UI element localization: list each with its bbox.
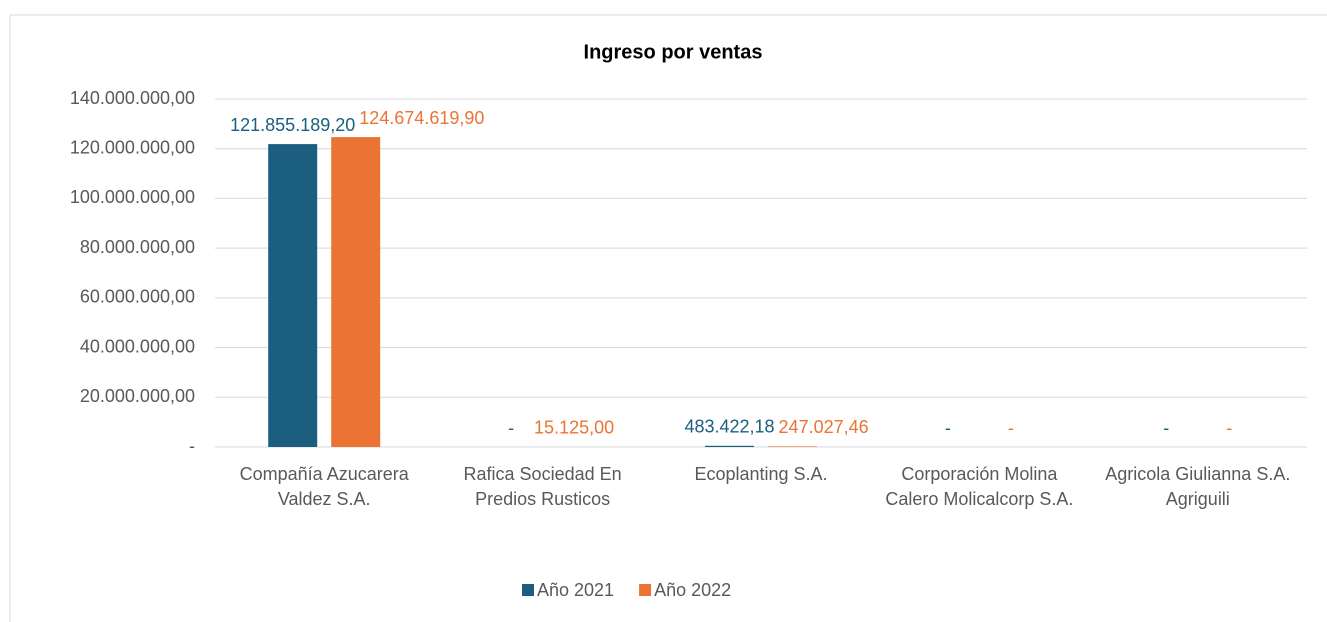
y-tick-label: 20.000.000,00 <box>80 386 195 406</box>
bar <box>768 446 817 447</box>
data-label: - <box>508 418 514 438</box>
data-label: 15.125,00 <box>534 418 614 438</box>
data-label: 124.674.619,90 <box>359 108 484 128</box>
x-tick-label: Ecoplanting S.A. <box>694 464 828 484</box>
data-label: 247.027,46 <box>779 417 869 437</box>
bar <box>331 137 381 447</box>
y-tick-label: - <box>189 436 195 456</box>
bar <box>268 144 318 447</box>
legend-label: Año 2022 <box>654 580 731 600</box>
legend-swatch <box>639 584 652 596</box>
y-tick-label: 140.000.000,00 <box>70 88 195 108</box>
y-tick-label: 120.000.000,00 <box>70 137 195 157</box>
chart-title: Ingreso por ventas <box>584 41 763 63</box>
x-tick-label: Corporación Molina Calero Molicalcorp S.… <box>885 464 1074 509</box>
data-label: 483.422,18 <box>684 417 774 437</box>
y-tick-label: 60.000.000,00 <box>80 287 195 307</box>
data-label: - <box>1008 418 1014 438</box>
y-tick-label: 80.000.000,00 <box>80 237 195 257</box>
bar <box>705 445 754 447</box>
legend-label: Año 2021 <box>537 580 614 600</box>
data-label: - <box>1163 418 1169 438</box>
x-tick-label: Compañía Azucarera Valdez S.A. <box>239 464 409 509</box>
legend-swatch <box>522 584 534 596</box>
y-tick-label: 40.000.000,00 <box>80 336 195 356</box>
x-tick-label: Agricola Giulianna S.A. Agriguili <box>1105 464 1291 509</box>
data-label: - <box>1226 418 1232 438</box>
x-tick-label: Rafica Sociedad En Predios Rusticos <box>463 464 622 509</box>
data-label: - <box>945 418 951 438</box>
y-tick-label: 100.000.000,00 <box>70 187 195 207</box>
data-label: 121.855.189,20 <box>230 115 355 135</box>
